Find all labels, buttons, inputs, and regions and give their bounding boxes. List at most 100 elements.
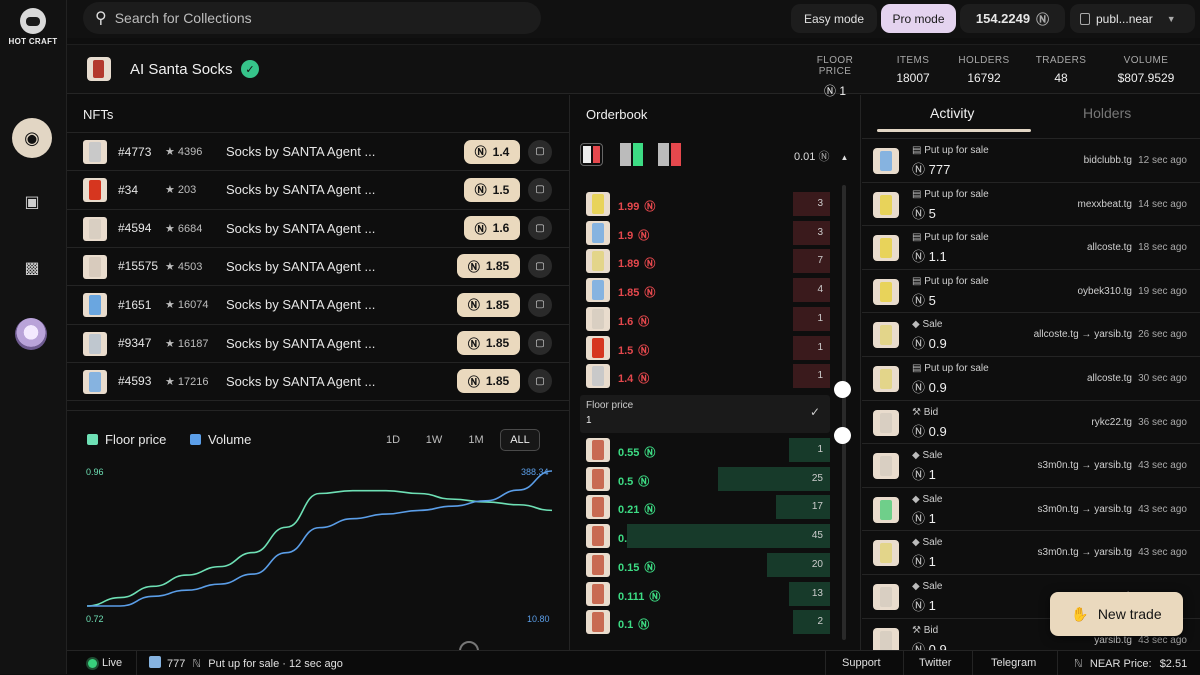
activity-row[interactable]: ◆ Sale Ⓝ 1 s3m0n.tg → yarsib.tg 43 sec ago <box>862 530 1200 574</box>
activity-row[interactable]: ◆ Sale Ⓝ 1 s3m0n.tg → yarsib.tg 43 sec ago <box>862 486 1200 531</box>
activity-thumbnail <box>873 235 899 262</box>
nft-row[interactable]: #9347 ★ 16187 Socks by SANTA Agent ... Ⓝ 1.8… <box>67 323 569 362</box>
orderbook-view-bids-icon[interactable] <box>620 143 643 166</box>
activity-row[interactable]: ◆ Sale Ⓝ 1 s3m0n.tg → yarsib.tg 43 sec ago <box>862 443 1200 487</box>
line-chart[interactable] <box>67 411 569 651</box>
bid-order-row[interactable]: 0.111 Ⓝ 13 <box>586 581 830 606</box>
sweep-icon[interactable]: ✓ <box>809 405 820 419</box>
leaderboard-icon[interactable]: ▩ <box>24 260 40 277</box>
stat-holders: HOLDERS 16792 <box>958 55 1010 85</box>
tab-holders[interactable]: Holders <box>1083 105 1132 121</box>
briefcase-icon[interactable]: ▣ <box>24 194 40 211</box>
buy-price-button[interactable]: Ⓝ 1.5 <box>464 177 520 202</box>
table-row[interactable] <box>67 400 569 410</box>
gamepad-icon[interactable]: ◉ <box>12 118 52 158</box>
buy-price-button[interactable]: Ⓝ 1.85 <box>457 331 520 355</box>
activity-row[interactable]: ◆ Sale Ⓝ 0.9 allcoste.tg → yarsib.tg 26 sec… <box>862 312 1200 356</box>
legend-floor-price[interactable]: Floor price <box>87 432 166 447</box>
activity-row[interactable]: ▤ Put up for sale Ⓝ 0.9 allcoste.tg 30 sec … <box>862 356 1200 400</box>
buy-price-button[interactable]: Ⓝ 1.85 <box>457 369 520 394</box>
activity-account[interactable]: bidclubb.tg <box>1083 155 1132 166</box>
telegram-link[interactable]: Telegram <box>991 657 1037 669</box>
activity-time: 43 sec ago <box>1138 503 1187 515</box>
buy-price-button[interactable]: Ⓝ 1.4 <box>464 139 520 164</box>
buy-price-button[interactable]: Ⓝ 1.6 <box>464 216 520 241</box>
orderbook-scrollbar[interactable] <box>842 185 846 640</box>
ask-order-row[interactable]: 1.99 Ⓝ 3 <box>586 192 830 216</box>
nft-row[interactable]: #4773 ★ 4396 Socks by SANTA Agent ... Ⓝ 1.4 ▢ <box>67 132 569 170</box>
nft-row[interactable]: #34 ★ 203 Socks by SANTA Agent ... Ⓝ 1.5 ▢ <box>67 170 569 208</box>
tick-size-selector[interactable]: 0.01 Ⓝ ▲ <box>794 151 849 163</box>
user-avatar[interactable] <box>15 318 47 350</box>
activity-account[interactable]: mexxbeat.tg <box>1077 198 1132 210</box>
bid-order-row[interactable]: 0.21 Ⓝ 17 <box>586 495 830 520</box>
ask-order-row[interactable]: 1.9 Ⓝ 3 <box>586 220 830 245</box>
twitter-link[interactable]: Twitter <box>919 657 952 669</box>
range-handle-bottom[interactable] <box>834 427 851 444</box>
nft-row[interactable]: #4594 ★ 6684 Socks by SANTA Agent ... Ⓝ 1.6 ▢ <box>67 208 569 247</box>
timeframe-all[interactable]: ALL <box>500 429 540 451</box>
logo[interactable]: HOT CRAFT <box>4 8 62 46</box>
bid-order-row[interactable]: 0.2Ⓝ45 <box>586 524 830 549</box>
activity-account[interactable]: allcoste.tg <box>1086 242 1132 254</box>
timeframe-1w[interactable]: 1W <box>425 434 443 446</box>
activity-row[interactable]: ▤ Put up for sale Ⓝ 5 mexxbeat.tg 14 sec ag… <box>862 181 1200 226</box>
bid-order-row[interactable]: 0.15 Ⓝ 20 <box>586 552 830 577</box>
wallet-button[interactable]: publ...near ▼ <box>1070 4 1195 33</box>
timeframe-1d[interactable]: 1D <box>385 434 401 446</box>
nft-row[interactable]: #15575 ★ 4503 Socks by SANTA Agent ... Ⓝ 1.8… <box>67 246 569 285</box>
activity-account[interactable]: rykc22.tg <box>1091 416 1132 428</box>
easy-mode-button[interactable]: Easy mode <box>791 4 877 33</box>
activity-row[interactable]: ▤ Put up for sale Ⓝ 5 oybek310.tg 19 sec ag… <box>862 268 1200 313</box>
search-input[interactable]: ⚲ Search for Collections <box>83 2 541 34</box>
ask-quantity: 3 <box>817 226 823 238</box>
activity-account[interactable]: s3m0n.tg → yarsib.tg <box>1037 460 1132 472</box>
activity-account[interactable]: s3m0n.tg → yarsib.tg <box>1037 503 1132 515</box>
activity-account[interactable]: yarsib.tg <box>1094 634 1132 646</box>
nft-row[interactable]: #1651 ★ 16074 Socks by SANTA Agent ... Ⓝ 1.8… <box>67 285 569 323</box>
orderbook-view-asks-icon[interactable] <box>658 143 681 166</box>
pro-mode-button[interactable]: Pro mode <box>881 4 956 33</box>
activity-row[interactable]: ▤ Put up for sale Ⓝ 1.1 allcoste.tg 18 sec … <box>862 225 1200 269</box>
activity-thumbnail <box>873 191 899 218</box>
add-to-cart-icon[interactable]: ▢ <box>528 177 552 202</box>
ask-order-row[interactable]: 1.6 Ⓝ 1 <box>586 306 830 331</box>
timeframe-1m[interactable]: 1M <box>468 434 484 446</box>
bid-order-row[interactable]: 0.5 Ⓝ 25 <box>586 466 830 491</box>
tab-activity[interactable]: Activity <box>930 105 975 121</box>
range-handle-top[interactable] <box>834 381 851 398</box>
buy-price-button[interactable]: Ⓝ 1.85 <box>457 292 520 317</box>
bid-order-row[interactable]: 0.55 Ⓝ 1 <box>586 438 830 462</box>
last-event[interactable]: 777 ℕ Put up for sale · 12 sec ago <box>167 658 343 670</box>
legend-volume[interactable]: Volume <box>190 432 251 447</box>
add-to-cart-icon[interactable]: ▢ <box>528 139 552 164</box>
star-icon: ★ <box>165 260 178 273</box>
add-to-cart-icon[interactable]: ▢ <box>528 369 552 394</box>
bid-price: 0.5 Ⓝ <box>618 475 650 488</box>
add-to-cart-icon[interactable]: ▢ <box>528 292 552 317</box>
activity-account[interactable]: allcoste.tg <box>1086 373 1132 384</box>
support-link[interactable]: Support <box>842 657 881 669</box>
order-thumbnail <box>586 364 610 389</box>
nft-thumbnail <box>83 293 107 318</box>
bid-depth-bar <box>766 552 830 577</box>
buy-price-button[interactable]: Ⓝ 1.85 <box>457 254 520 279</box>
ask-order-row[interactable]: 1.5 Ⓝ 1 <box>586 335 830 360</box>
ask-order-row[interactable]: 1.85 Ⓝ 4 <box>586 278 830 303</box>
add-to-cart-icon[interactable]: ▢ <box>528 331 552 355</box>
activity-row[interactable]: ▤ Put up for sale Ⓝ 777 bidclubb.tg 12 sec … <box>862 138 1200 182</box>
activity-account[interactable]: oybek310.tg <box>1077 285 1133 297</box>
bid-order-row[interactable]: 0.1 Ⓝ 2 <box>586 610 830 635</box>
add-to-cart-icon[interactable]: ▢ <box>528 216 552 241</box>
ask-order-row[interactable]: 1.89 Ⓝ 7 <box>586 249 830 274</box>
ask-order-row[interactable]: 1.4 Ⓝ 1 <box>586 364 830 389</box>
balance-display[interactable]: 154.2249 Ⓝ <box>960 4 1065 33</box>
add-to-cart-icon[interactable]: ▢ <box>528 254 552 279</box>
activity-account[interactable]: allcoste.tg → yarsib.tg <box>1033 329 1132 341</box>
nft-row[interactable]: #4593 ★ 17216 Socks by SANTA Agent ... Ⓝ 1.8… <box>67 361 569 400</box>
new-trade-button[interactable]: ✋ New trade <box>1050 592 1183 636</box>
activity-account[interactable]: s3m0n.tg → yarsib.tg <box>1037 547 1132 559</box>
activity-row[interactable]: ⚒ Bid Ⓝ 0.9 rykc22.tg 36 sec ago <box>862 399 1200 444</box>
orderbook-view-both-icon[interactable] <box>580 143 603 166</box>
